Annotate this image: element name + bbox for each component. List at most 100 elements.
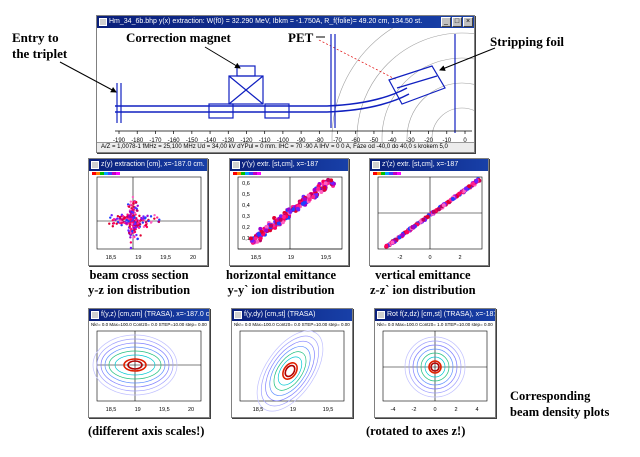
density-contour: [408, 340, 462, 394]
scatter-point: [127, 220, 130, 223]
scatter-point: [134, 201, 138, 204]
scatter-point: [326, 177, 331, 182]
scatter-point: [112, 217, 116, 221]
scatter-point: [323, 181, 328, 186]
density-titlebar-zz[interactable]: Rot f(z,dz) [cm,st] (TRASA), x=-187.0 c.: [375, 309, 495, 321]
scatter-point: [312, 187, 317, 192]
scatter-point: [153, 214, 156, 217]
scatter-point: [411, 224, 416, 229]
scatter-titlebar-yy[interactable]: y'(y) extr. [st,cm], x=-187: [230, 159, 348, 171]
scatter-point: [474, 178, 479, 183]
caption-beam-cross-section: beam cross section y-z ion distribution: [88, 268, 190, 298]
scatter-point: [467, 184, 472, 189]
minimize-button[interactable]: _: [441, 17, 451, 27]
scatter-point: [129, 236, 132, 239]
density-contour: [265, 340, 315, 402]
maximize-button[interactable]: □: [452, 17, 462, 27]
scatter-point: [128, 225, 131, 228]
y-tick-label: 0,4: [242, 203, 250, 209]
density-contour: [428, 360, 442, 374]
scatter-point: [316, 186, 321, 191]
scatter-point: [116, 215, 120, 218]
x-tick-label: -160: [168, 138, 181, 143]
legend-swatch: [116, 172, 120, 175]
x-tick-label: 19,5: [160, 255, 171, 261]
density-contour: [420, 352, 450, 382]
scatter-point: [425, 215, 430, 220]
x-tick-label: -90: [297, 138, 306, 143]
scatter-point: [139, 234, 142, 237]
plot-frame: [239, 330, 345, 402]
main-window-title: Hm_34_6b.bhp y(x) extraction: W(f0) = 32…: [109, 18, 423, 25]
legend-swatch: [377, 172, 381, 175]
scatter-titlebar-yz[interactable]: z(y) extraction [cm], x=-187.0 cm.: [89, 159, 207, 171]
x-tick-label: 19,5: [321, 255, 332, 261]
scatter-titlebar-zz[interactable]: z'(z) extr. [st,cm], x=-187: [370, 159, 488, 171]
scatter-point: [127, 231, 131, 235]
annotation-pet: PET: [288, 30, 314, 45]
density-window-zz: Rot f(z,dz) [cm,st] (TRASA), x=-187.0 c.…: [374, 308, 496, 418]
window-icon[interactable]: [377, 311, 385, 319]
annotation-corresponding: Corresponding beam density plots: [510, 388, 609, 420]
density-window-yy: f(y,dy) [cm,st] (TRASA) Nkr= 0.0 Max=100…: [231, 308, 353, 418]
scatter-point: [149, 215, 153, 218]
scatter-point: [288, 209, 293, 214]
scatter-point: [138, 214, 141, 218]
x-tick-label: -60: [351, 138, 360, 143]
x-axis-ticks: -190 -180 -170 -160 -150 -140 -130 -120 -110 -100…: [113, 131, 467, 143]
x-tick-label: 18,5: [251, 255, 262, 261]
scatter-point: [142, 219, 145, 222]
x-tick-label: -70: [333, 138, 342, 143]
x-tick-label: -40: [388, 138, 397, 143]
scatter-point: [119, 217, 122, 220]
scatter-point: [258, 236, 263, 241]
main-titlebar[interactable]: Hm_34_6b.bhp y(x) extraction: W(f0) = 32…: [97, 16, 474, 28]
scatter-point: [142, 215, 145, 218]
scatter-point: [322, 185, 327, 190]
scatter-point: [156, 216, 159, 219]
window-icon[interactable]: [232, 161, 240, 169]
scatter-point: [110, 214, 113, 217]
scatter-point: [130, 222, 134, 226]
x-tick-label: 4: [475, 407, 478, 413]
scatter-point: [248, 236, 253, 241]
x-tick-label: 19: [135, 407, 141, 413]
window-icon[interactable]: [91, 161, 99, 169]
caption-rotated-to-axes: (rotated to axes z!): [366, 424, 466, 438]
x-tick-label: 0: [463, 138, 467, 143]
scatter-point: [141, 221, 145, 224]
annotation-corresponding-line-2: beam density plots: [510, 405, 610, 419]
density-contour: [127, 360, 143, 370]
scatter-point: [129, 226, 132, 230]
scatter-point: [441, 203, 446, 208]
scatter-point: [134, 220, 137, 224]
annotation-entry-line-1: Entry to: [12, 30, 59, 45]
scatter-point: [120, 223, 123, 227]
density-plot-zz: -4 -2 0 2 4: [382, 330, 488, 413]
scatter-point: [450, 196, 455, 201]
scatter-point: [302, 197, 307, 202]
scatter-point: [264, 228, 269, 233]
density-titlebar-yz[interactable]: f(y,z) [cm,cm] (TRASA), x=-187.0 cm: [89, 309, 209, 321]
scatter-point: [125, 222, 128, 225]
density-titlebar-yy[interactable]: f(y,dy) [cm,st] (TRASA): [232, 309, 352, 321]
window-icon[interactable]: [91, 311, 99, 319]
scatter-point: [436, 207, 441, 212]
window-icon[interactable]: [372, 161, 380, 169]
scatter-point: [125, 218, 128, 222]
density-title-zz: Rot f(z,dz) [cm,st] (TRASA), x=-187.0 c.: [387, 311, 495, 318]
close-button[interactable]: ×: [463, 17, 473, 27]
density-contour: [277, 356, 303, 386]
window-icon[interactable]: [234, 311, 242, 319]
scatter-plot-yz: 18,5 19 19,5 20: [92, 172, 202, 261]
scatter-point: [131, 211, 135, 214]
density-contour: [104, 346, 166, 384]
scatter-point: [253, 236, 258, 241]
x-tick-label: 0: [433, 407, 436, 413]
correction-magnet: [208, 65, 290, 119]
scatter-point: [329, 178, 334, 183]
legend-swatch: [253, 172, 257, 175]
density-contour: [273, 351, 307, 391]
window-icon[interactable]: [99, 18, 107, 26]
x-tick-label: 19,5: [159, 407, 170, 413]
